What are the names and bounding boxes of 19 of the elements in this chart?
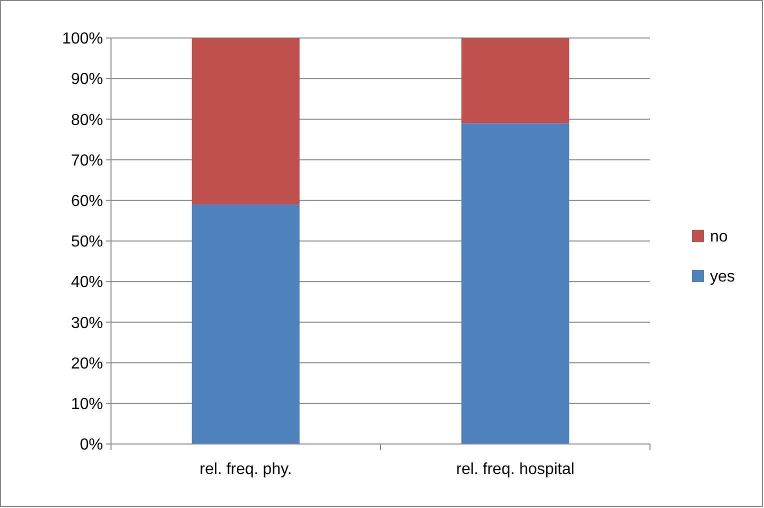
- bar: [461, 123, 570, 444]
- y-tick-label: 20%: [70, 355, 103, 372]
- legend-label: yes: [710, 268, 735, 286]
- y-tick-label: 30%: [70, 314, 103, 332]
- bar: [192, 38, 300, 204]
- x-tick-label: rel. freq. phy.: [200, 461, 292, 478]
- bar: [461, 38, 570, 124]
- y-tick-label: 10%: [70, 396, 103, 413]
- y-tick-label: 60%: [70, 193, 103, 210]
- y-tick-label: 90%: [70, 71, 103, 88]
- y-tick-label: 40%: [70, 274, 103, 292]
- legend-label: no: [710, 228, 728, 246]
- bar: [192, 204, 300, 444]
- y-tick-label: 80%: [70, 112, 103, 129]
- x-tick-label: rel. freq. hospital: [456, 461, 574, 478]
- y-tick-label: 70%: [70, 152, 103, 170]
- y-tick-label: 100%: [62, 30, 103, 48]
- y-tick-label: 0%: [80, 436, 103, 454]
- y-tick-label: 50%: [70, 234, 103, 251]
